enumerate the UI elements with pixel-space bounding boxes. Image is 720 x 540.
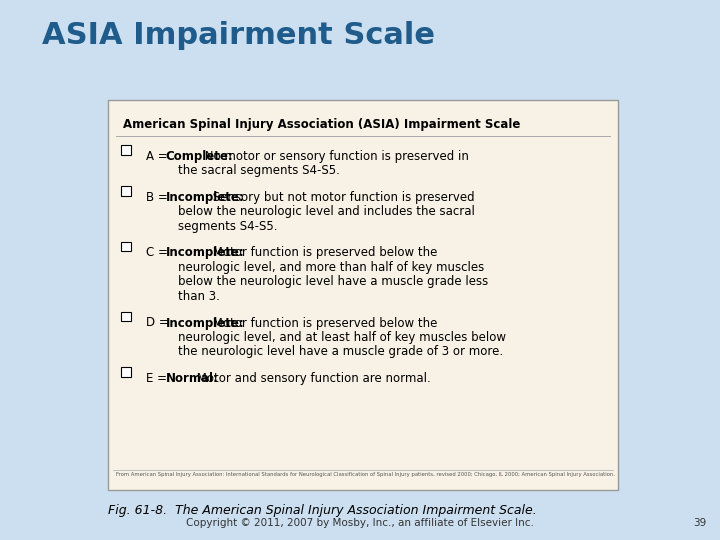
Text: Motor and sensory function are normal.: Motor and sensory function are normal. <box>193 372 431 385</box>
Text: C =: C = <box>146 246 171 260</box>
Text: E =: E = <box>146 372 171 385</box>
Text: D =: D = <box>146 316 173 329</box>
Text: Copyright © 2011, 2007 by Mosby, Inc., an affiliate of Elsevier Inc.: Copyright © 2011, 2007 by Mosby, Inc., a… <box>186 518 534 528</box>
Text: neurologic level, and at least half of key muscles below: neurologic level, and at least half of k… <box>178 331 506 344</box>
Text: Sensory but not motor function is preserved: Sensory but not motor function is preser… <box>209 191 474 204</box>
Text: neurologic level, and more than half of key muscles: neurologic level, and more than half of … <box>178 261 485 274</box>
Text: Incomplete:: Incomplete: <box>166 191 244 204</box>
Bar <box>121 312 130 321</box>
Text: Incomplete:: Incomplete: <box>166 316 244 329</box>
Text: American Spinal Injury Association (ASIA) Impairment Scale: American Spinal Injury Association (ASIA… <box>123 118 521 131</box>
Text: ASIA Impairment Scale: ASIA Impairment Scale <box>42 21 435 50</box>
Text: segments S4-S5.: segments S4-S5. <box>178 220 277 233</box>
Text: No motor or sensory function is preserved in: No motor or sensory function is preserve… <box>201 150 469 163</box>
Text: Normal:: Normal: <box>166 372 218 385</box>
Text: Motor function is preserved below the: Motor function is preserved below the <box>209 246 438 260</box>
Bar <box>121 186 130 195</box>
Text: the neurologic level have a muscle grade of 3 or more.: the neurologic level have a muscle grade… <box>178 346 503 359</box>
Text: From American Spinal Injury Association: International Standards for Neurologica: From American Spinal Injury Association:… <box>116 472 615 477</box>
Text: A =: A = <box>146 150 171 163</box>
Text: than 3.: than 3. <box>178 290 220 303</box>
Text: Fig. 61-8.  The American Spinal Injury Association Impairment Scale.: Fig. 61-8. The American Spinal Injury As… <box>108 504 536 517</box>
Bar <box>121 242 130 251</box>
Text: below the neurologic level and includes the sacral: below the neurologic level and includes … <box>178 206 475 219</box>
Text: below the neurologic level have a muscle grade less: below the neurologic level have a muscle… <box>178 275 488 288</box>
Text: Motor function is preserved below the: Motor function is preserved below the <box>209 316 438 329</box>
FancyBboxPatch shape <box>108 100 618 490</box>
Bar <box>121 367 130 377</box>
Bar <box>121 145 130 155</box>
Text: Complete:: Complete: <box>166 150 233 163</box>
Text: 39: 39 <box>693 518 706 528</box>
Text: the sacral segments S4-S5.: the sacral segments S4-S5. <box>178 165 340 178</box>
Text: B =: B = <box>146 191 171 204</box>
Text: Incomplete:: Incomplete: <box>166 246 244 260</box>
